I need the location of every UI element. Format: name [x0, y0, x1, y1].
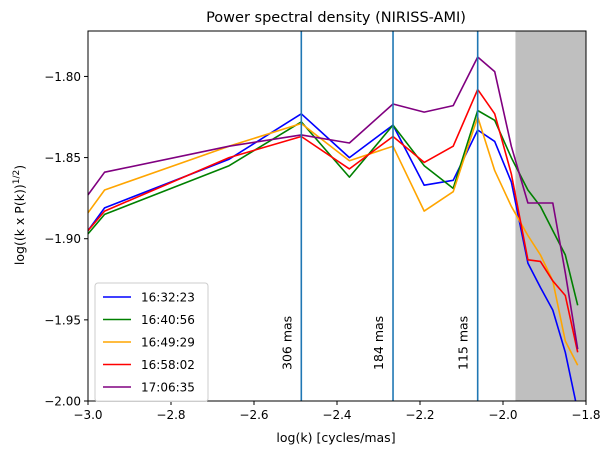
- y-tick-label: −1.95: [44, 313, 81, 327]
- y-axis-label-close: ): [12, 165, 27, 170]
- y-axis-ticks: −2.00 −1.95 −1.90 −1.85 −1.80: [44, 70, 88, 409]
- legend-frame: [94, 282, 209, 402]
- x-axis-ticks: −3.0 −2.8 −2.6 −2.4 −2.2 −2.0 −1.8: [73, 401, 601, 422]
- series-line-3: [87, 116, 579, 366]
- y-axis-label: log((k x P(k))1/2): [12, 165, 27, 265]
- legend-label-5: 17:06:35: [141, 381, 195, 395]
- legend-label-3: 16:49:29: [141, 336, 195, 350]
- x-tick-label: −2.0: [488, 408, 517, 422]
- vertical-markers-layer: 306 mas 184 mas 115 mas: [279, 31, 479, 401]
- x-tick-label: −2.6: [239, 408, 268, 422]
- legend-label-4: 16:58:02: [141, 358, 195, 372]
- vertical-marker-label-3: 115 mas: [456, 316, 471, 370]
- legend: 16:32:23 16:40:56 16:49:29 16:58:02 17:06:35: [94, 282, 209, 402]
- y-tick-label: −1.80: [44, 70, 81, 84]
- vertical-marker-label-1: 306 mas: [279, 316, 294, 370]
- x-tick-label: −2.4: [322, 408, 351, 422]
- series-line-4: [87, 88, 579, 353]
- x-tick-label: −3.0: [73, 408, 102, 422]
- series-line-2: [87, 109, 579, 306]
- x-tick-label: −2.2: [405, 408, 434, 422]
- vertical-marker-label-2: 184 mas: [371, 316, 386, 370]
- legend-label-1: 16:32:23: [141, 291, 195, 305]
- y-tick-label: −2.00: [44, 395, 81, 409]
- y-axis-label-main: log((k x P(k)): [12, 184, 27, 265]
- y-axis-label-exponent: 1/2: [12, 170, 22, 184]
- series-lines-layer: [87, 56, 579, 402]
- chart-title: Power spectral density (NIRISS-AMI): [206, 10, 466, 26]
- x-tick-label: −2.8: [156, 408, 185, 422]
- x-axis-label: log(k) [cycles/mas]: [276, 430, 395, 445]
- x-tick-label: −1.8: [571, 408, 600, 422]
- legend-label-2: 16:40:56: [141, 313, 195, 327]
- series-line-5: [87, 56, 579, 350]
- y-tick-label: −1.85: [44, 151, 81, 165]
- y-tick-label: −1.90: [44, 232, 81, 246]
